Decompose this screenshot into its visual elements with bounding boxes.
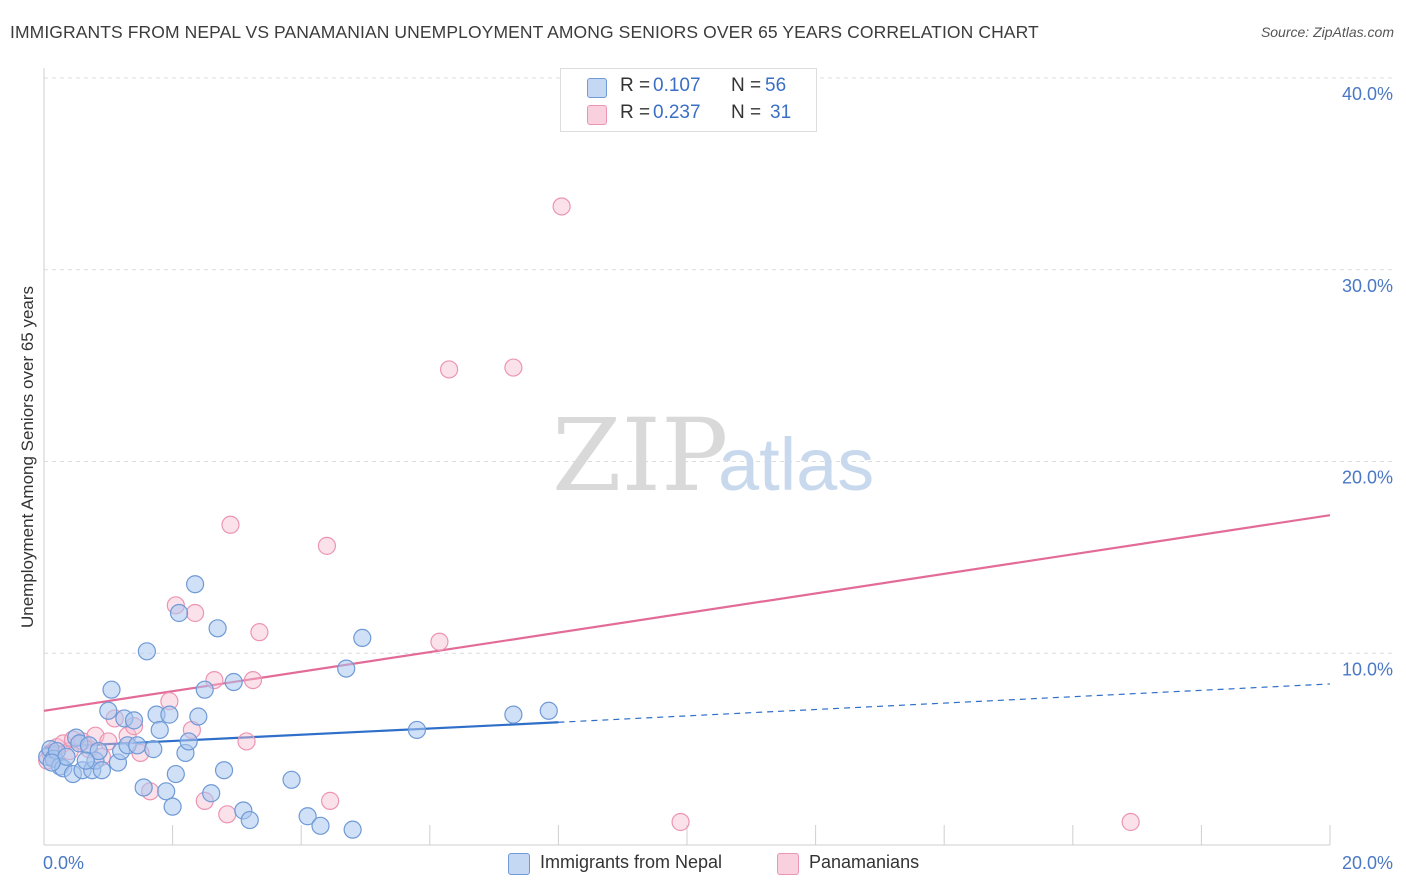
point-nepal xyxy=(189,707,208,726)
y-tick-labels: 10.0% 20.0% 30.0% 40.0% xyxy=(1342,84,1393,679)
watermark: ZIP atlas xyxy=(552,397,874,514)
point-nepal xyxy=(150,720,169,740)
trend-line-nepal-extension xyxy=(558,683,1331,723)
y-tick-label: 20.0% xyxy=(1342,468,1393,488)
point-nepal xyxy=(102,680,121,699)
y-tick-label: 10.0% xyxy=(1342,659,1393,679)
point-nepal xyxy=(282,770,301,789)
point-nepal xyxy=(214,761,234,780)
legend: R = 0.107 N = 56 R = 0.237 N = 31 xyxy=(560,68,817,132)
point-nepal xyxy=(166,764,185,784)
point-nepal xyxy=(157,782,176,801)
legend-n-label: N = xyxy=(731,102,762,123)
data-points xyxy=(38,197,1140,839)
bottom-legend-swatch-nepal xyxy=(508,853,530,875)
trend-line-panamanians xyxy=(43,514,1331,712)
point-nepal xyxy=(202,784,221,803)
gridlines xyxy=(44,77,1392,654)
axes xyxy=(43,68,1331,846)
legend-n-value: 31 xyxy=(770,102,792,123)
point-panamanians xyxy=(218,805,237,824)
y-tick-label: 30.0% xyxy=(1342,276,1393,296)
legend-swatch-nepal xyxy=(587,78,607,98)
point-panamanians xyxy=(237,732,256,751)
point-nepal xyxy=(343,820,362,839)
point-nepal xyxy=(298,807,317,826)
watermark-atlas: atlas xyxy=(718,423,874,506)
legend-swatch-panamanians xyxy=(587,105,607,125)
point-nepal xyxy=(195,680,214,699)
point-nepal xyxy=(179,732,198,751)
x-tick-label: 0.0% xyxy=(43,853,84,873)
point-nepal xyxy=(353,628,372,648)
point-nepal xyxy=(160,705,179,724)
point-panamanians xyxy=(439,360,459,379)
legend-r-value: 0.107 xyxy=(653,75,701,96)
point-panamanians xyxy=(321,791,340,810)
point-nepal xyxy=(208,619,227,638)
point-panamanians xyxy=(317,536,337,555)
point-nepal xyxy=(504,705,523,724)
point-panamanians xyxy=(504,358,523,377)
point-panamanians xyxy=(243,670,263,690)
watermark-zip: ZIP xyxy=(552,397,728,514)
point-nepal xyxy=(163,797,182,816)
point-nepal xyxy=(128,736,147,755)
point-panamanians xyxy=(250,623,269,642)
point-nepal xyxy=(76,751,95,770)
point-nepal xyxy=(337,659,356,678)
point-nepal xyxy=(539,701,558,720)
point-nepal xyxy=(137,642,156,661)
point-panamanians xyxy=(1121,812,1140,832)
x-tick-labels: 0.0% 20.0% xyxy=(43,853,1393,873)
point-nepal xyxy=(169,603,189,623)
legend-r-value: 0.237 xyxy=(653,102,701,123)
x-tick-label: 20.0% xyxy=(1342,853,1393,873)
bottom-legend-label-nepal: Immigrants from Nepal xyxy=(540,852,723,872)
point-panamanians xyxy=(186,603,205,623)
legend-r-label: R = xyxy=(620,102,651,123)
legend-r-label: R = xyxy=(620,75,651,96)
point-nepal xyxy=(224,672,243,692)
trend-lines xyxy=(43,514,1331,749)
point-nepal xyxy=(311,816,330,835)
y-axis-label: Unemployment Among Seniors over 65 years xyxy=(18,286,37,628)
point-panamanians xyxy=(221,515,240,534)
legend-n-value: 56 xyxy=(765,75,787,96)
point-nepal xyxy=(92,761,111,780)
chart-title: IMMIGRANTS FROM NEPAL VS PANAMANIAN UNEM… xyxy=(10,22,1039,42)
point-panamanians xyxy=(430,632,449,651)
point-panamanians xyxy=(552,197,571,216)
point-nepal xyxy=(89,741,108,761)
y-tick-label: 40.0% xyxy=(1342,84,1393,104)
point-nepal xyxy=(407,720,427,740)
point-nepal xyxy=(134,778,153,797)
point-nepal xyxy=(99,701,118,720)
bottom-legend-label-panamanians: Panamanians xyxy=(809,852,920,872)
legend-n-label: N = xyxy=(731,75,762,96)
point-nepal xyxy=(144,740,163,759)
point-panamanians xyxy=(671,812,690,832)
point-nepal xyxy=(240,810,259,830)
point-nepal xyxy=(124,711,144,730)
point-nepal xyxy=(42,753,61,772)
point-nepal xyxy=(186,575,205,594)
source-label: Source: ZipAtlas.com xyxy=(1260,24,1394,40)
bottom-legend-swatch-panamanians xyxy=(777,853,799,875)
